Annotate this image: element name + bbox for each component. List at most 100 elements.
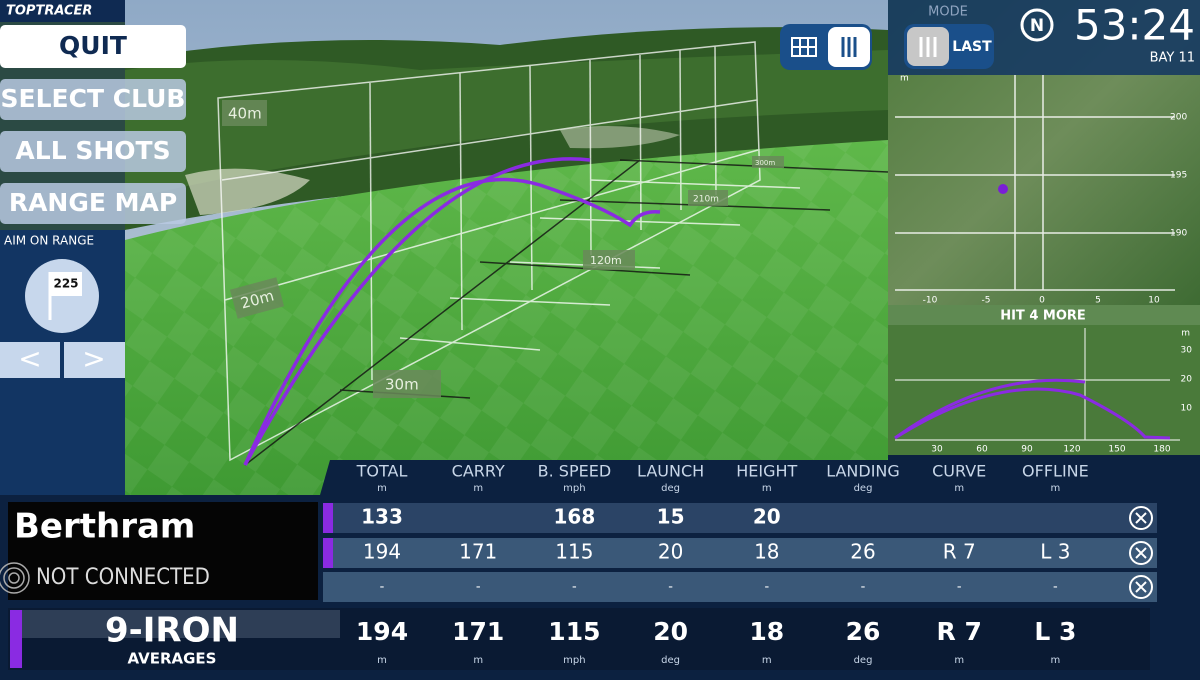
column-unit: m (954, 483, 964, 494)
select-club-button[interactable] (0, 79, 186, 120)
average-unit: m (377, 655, 387, 666)
y-tick-label: 10 (1181, 404, 1193, 414)
shot-value: - (764, 580, 769, 595)
x-tick-label: 10 (1148, 296, 1160, 306)
timer: 53:24 (1074, 1, 1195, 50)
shot-value: - (861, 580, 866, 595)
button-label: RANGE MAP (9, 188, 177, 217)
delete-shot[interactable] (1129, 541, 1153, 565)
column-header: OFFLINE (1022, 462, 1089, 481)
shot-value: - (572, 580, 577, 595)
average-value: 18 (749, 617, 784, 646)
column-header: HEIGHT (736, 462, 797, 481)
target-distance: 225 (53, 277, 78, 291)
shot-value: R 7 (943, 540, 976, 564)
player-status: NOT CONNECTED (36, 565, 210, 590)
average-unit: m (1051, 655, 1061, 666)
shot-marker (323, 503, 333, 533)
button-label: ALL SHOTS (15, 136, 170, 165)
average-value: 115 (548, 617, 600, 646)
mode-label: MODE (928, 5, 968, 20)
range-map-button[interactable] (0, 183, 186, 224)
button-label: < (18, 342, 41, 375)
shot-value: - (957, 580, 962, 595)
badge: N (1030, 16, 1044, 36)
prev-button[interactable] (0, 342, 60, 378)
delete-icon (1135, 581, 1147, 593)
x-tick-label: 180 (1153, 445, 1170, 455)
average-unit: m (762, 655, 772, 666)
y-tick-label: 20 (1181, 375, 1193, 385)
distance-label: 30m (385, 376, 419, 394)
average-unit: m (473, 655, 483, 666)
next-button[interactable] (64, 342, 125, 378)
average-value: L 3 (1034, 617, 1076, 646)
shot-row[interactable] (323, 538, 1157, 568)
x-tick-label: -5 (982, 296, 991, 306)
shot-value: 26 (850, 540, 875, 564)
distance-label: 300m (755, 159, 775, 167)
shot-value: 133 (361, 505, 403, 529)
column-unit: m (762, 483, 772, 494)
top-view: MODE LAST N 53:24 BAY 11 m 200 195 190 -10 -… (888, 0, 1200, 306)
y-tick-label: 200 (1170, 113, 1187, 123)
shot-value: 171 (459, 540, 497, 564)
shot-value: 115 (555, 540, 593, 564)
quit-button[interactable] (0, 25, 186, 68)
shot-value: L 3 (1040, 540, 1070, 564)
column-unit: deg (661, 483, 680, 494)
average-unit: deg (661, 655, 680, 666)
shot-value: - (380, 580, 385, 595)
column-header: CURVE (932, 462, 986, 481)
aim-title: AIM ON RANGE (4, 234, 94, 248)
banner: HIT 4 MORE (1000, 309, 1086, 324)
x-tick-label: 5 (1095, 296, 1101, 306)
shot-value: 20 (658, 540, 683, 564)
player-name: Berthram (14, 507, 195, 547)
all-shots-button[interactable] (0, 131, 186, 172)
average-unit: mph (563, 655, 585, 666)
player-card (8, 502, 318, 600)
shot-marker (323, 538, 333, 568)
button-label: SELECT CLUB (1, 84, 186, 113)
y-tick-label: 30 (1181, 346, 1193, 356)
x-tick-label: 60 (976, 445, 988, 455)
x-tick-label: 90 (1021, 445, 1033, 455)
delete-icon (1135, 512, 1147, 524)
delete-shot[interactable] (1129, 506, 1153, 530)
distance-label: 40m (228, 105, 262, 123)
x-tick-label: 120 (1063, 445, 1080, 455)
shot-value: - (1053, 580, 1058, 595)
shot-value: 168 (554, 505, 596, 529)
average-value: R 7 (937, 617, 982, 646)
side-view: HIT 4 MORE m 30 20 10 30 60 90 120 150 180 (888, 305, 1200, 455)
y-tick-label: 190 (1170, 229, 1187, 239)
delete-shot[interactable] (1129, 575, 1153, 599)
x-tick-label: -10 (923, 296, 938, 306)
column-unit: m (1051, 483, 1061, 494)
button-label: QUIT (59, 31, 127, 60)
average-value: 194 (356, 617, 408, 646)
shot-value: 15 (657, 505, 685, 529)
shot-row[interactable] (323, 572, 1157, 602)
column-header: TOTAL (356, 462, 408, 481)
shot-value: 20 (753, 505, 781, 529)
distance-label: 120m (590, 254, 622, 267)
column-unit: m (377, 483, 387, 494)
average-value: 20 (653, 617, 688, 646)
unit: m (1181, 329, 1190, 339)
column-header: LAUNCH (637, 462, 704, 481)
bay: BAY 11 (1150, 51, 1195, 66)
averages-label: AVERAGES (128, 650, 217, 668)
left-panel: TOPTRACER QUIT SELECT CLUB ALL SHOTS RAN… (0, 0, 186, 495)
unit: m (900, 74, 909, 84)
shot-row[interactable] (323, 503, 1157, 533)
club-name: 9-IRON (105, 611, 239, 651)
y-tick-label: 195 (1170, 171, 1187, 181)
average-unit: deg (854, 655, 873, 666)
logo: TOPTRACER (6, 4, 92, 19)
average-value: 26 (846, 617, 881, 646)
x-tick-label: 150 (1108, 445, 1125, 455)
